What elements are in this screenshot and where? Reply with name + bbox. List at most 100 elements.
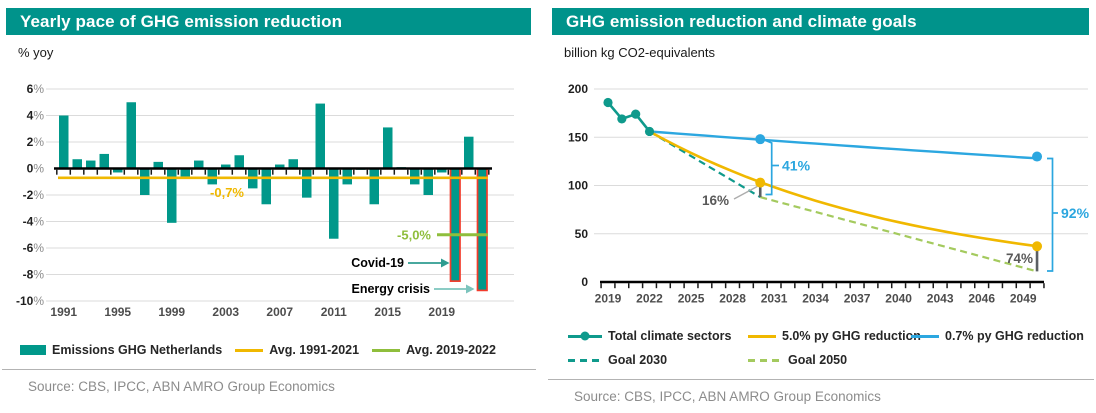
- bar-2022: [476, 167, 488, 292]
- bar-1993: [86, 160, 96, 169]
- left-chart-title-bar: Yearly pace of GHG emission reduction: [6, 8, 531, 35]
- legend-swatch-line-dot: [568, 331, 602, 341]
- legend-marker-dot: [580, 331, 590, 341]
- legend-item: 0.7% py GHG reduction: [911, 329, 1096, 343]
- bar-2021: [464, 136, 474, 169]
- x-axis: [54, 167, 492, 175]
- bar-2007: [275, 164, 285, 169]
- y-axis-label: -10%: [16, 294, 44, 308]
- svg-text:-0,7%: -0,7%: [210, 185, 244, 200]
- bar-2008: [288, 159, 298, 169]
- legend-swatch-bar: [20, 345, 46, 355]
- bar-1999: [167, 168, 177, 223]
- svg-text:50: 50: [575, 227, 589, 241]
- gridlines: [46, 88, 514, 302]
- gridlines: [594, 88, 1088, 235]
- y-axis-label: -8%: [23, 268, 45, 282]
- bar-1995: [113, 168, 123, 173]
- right-chart-panel: GHG emission reduction and climate goals…: [546, 0, 1096, 413]
- legend-item: 5.0% py GHG reduction: [748, 329, 921, 343]
- svg-text:92%: 92%: [1061, 205, 1090, 221]
- right-chart-title-bar: GHG emission reduction and climate goals: [552, 8, 1089, 35]
- bar-2014: [369, 168, 379, 205]
- svg-text:2034: 2034: [802, 292, 829, 306]
- svg-text:1999: 1999: [158, 305, 185, 319]
- x-axis: [600, 280, 1045, 289]
- right-chart-legend: Total climate sectors 5.0% py GHG reducti…: [568, 329, 1096, 367]
- svg-text:2025: 2025: [678, 292, 705, 306]
- right-chart-title: GHG emission reduction and climate goals: [566, 12, 917, 31]
- legend-label: 0.7% py GHG reduction: [945, 329, 1084, 343]
- svg-text:41%: 41%: [782, 158, 811, 174]
- legend-swatch-line: [748, 334, 776, 338]
- svg-text:1991: 1991: [50, 305, 77, 319]
- bar-2009: [302, 168, 312, 198]
- legend-label: Total climate sectors: [608, 329, 732, 343]
- bar-1992: [72, 159, 82, 169]
- line-0p7-reduction: [649, 130, 1038, 160]
- legend-item: Goal 2050: [748, 353, 911, 367]
- svg-text:150: 150: [568, 130, 588, 144]
- bar-1994: [99, 153, 109, 169]
- bar-2004: [234, 155, 244, 169]
- marker-2030: [755, 177, 766, 188]
- bracket-92pct: [1047, 157, 1054, 272]
- bar-2015: [383, 127, 393, 169]
- y-axis-label: 6%: [27, 83, 45, 96]
- legend-label: Goal 2030: [608, 353, 668, 367]
- legend-item: Avg. 2019-2022: [372, 343, 496, 357]
- bar-2018: [423, 168, 433, 195]
- svg-text:2007: 2007: [266, 305, 293, 319]
- bracket-41pct: [765, 139, 773, 196]
- line-total-climate-sectors: [607, 101, 651, 133]
- legend-swatch-dashed: [748, 358, 782, 362]
- svg-text:2022: 2022: [636, 292, 663, 306]
- bar-2017: [410, 168, 420, 185]
- y-axis-label: 2%: [27, 135, 45, 149]
- bar-2000: [180, 168, 190, 177]
- left-separator: [2, 369, 536, 370]
- legend-item: Emissions GHG Netherlands: [20, 343, 222, 357]
- bar-2002: [207, 168, 217, 185]
- line-chart-climate-goals: 200 150 100 50 0 2019 2022 2025 2028 2031 2034 2037…: [568, 83, 1090, 306]
- svg-text:Covid-19: Covid-19: [351, 256, 404, 270]
- legend-swatch-line: [372, 348, 401, 352]
- svg-text:2003: 2003: [212, 305, 239, 319]
- left-chart-legend: Emissions GHG Netherlands Avg. 1991-2021 A…: [20, 343, 538, 357]
- svg-text:2019: 2019: [428, 305, 455, 319]
- bar-2001: [194, 160, 204, 169]
- y-axis-label: 4%: [27, 109, 45, 123]
- legend-item: Avg. 1991-2021: [235, 343, 359, 357]
- svg-text:2046: 2046: [968, 292, 995, 306]
- legend-swatch-line: [911, 334, 939, 338]
- legend-label: Avg. 2019-2022: [406, 343, 496, 357]
- svg-text:2031: 2031: [761, 292, 788, 306]
- svg-text:2037: 2037: [844, 292, 871, 306]
- legend-item: Goal 2030: [568, 353, 748, 367]
- left-source-note: Source: CBS, IPCC, ABN AMRO Group Econom…: [28, 379, 335, 394]
- bar-2003: [221, 164, 231, 169]
- svg-text:74%: 74%: [1006, 251, 1033, 266]
- legend-label: Avg. 1991-2021: [269, 343, 360, 357]
- svg-text:2011: 2011: [321, 305, 347, 319]
- svg-text:2019: 2019: [595, 292, 622, 306]
- bar-2011: [329, 168, 339, 239]
- bar-chart-ghg-yearly-pace: 6% 4% 2% 0% -2% -4% -6% -8% -10% 1991 1995 1999 2003…: [16, 83, 514, 319]
- marker-2050: [1032, 241, 1043, 252]
- svg-text:-5,0%: -5,0%: [397, 227, 431, 242]
- bar-2020: [449, 167, 461, 282]
- legend-label: Emissions GHG Netherlands: [52, 343, 223, 357]
- left-chart-title: Yearly pace of GHG emission reduction: [20, 12, 343, 31]
- bar-2012: [342, 168, 352, 185]
- bar-2010: [315, 103, 325, 169]
- left-chart-panel: Yearly pace of GHG emission reduction % …: [0, 0, 538, 413]
- marker-2050: [1032, 151, 1043, 162]
- right-separator: [548, 379, 1094, 380]
- y-axis-label: 0%: [27, 162, 45, 176]
- svg-text:2043: 2043: [927, 292, 954, 306]
- svg-text:0: 0: [581, 275, 588, 289]
- bar-1991: [59, 115, 69, 169]
- svg-text:Energy crisis: Energy crisis: [351, 282, 430, 296]
- y-axis-label: -2%: [23, 188, 45, 202]
